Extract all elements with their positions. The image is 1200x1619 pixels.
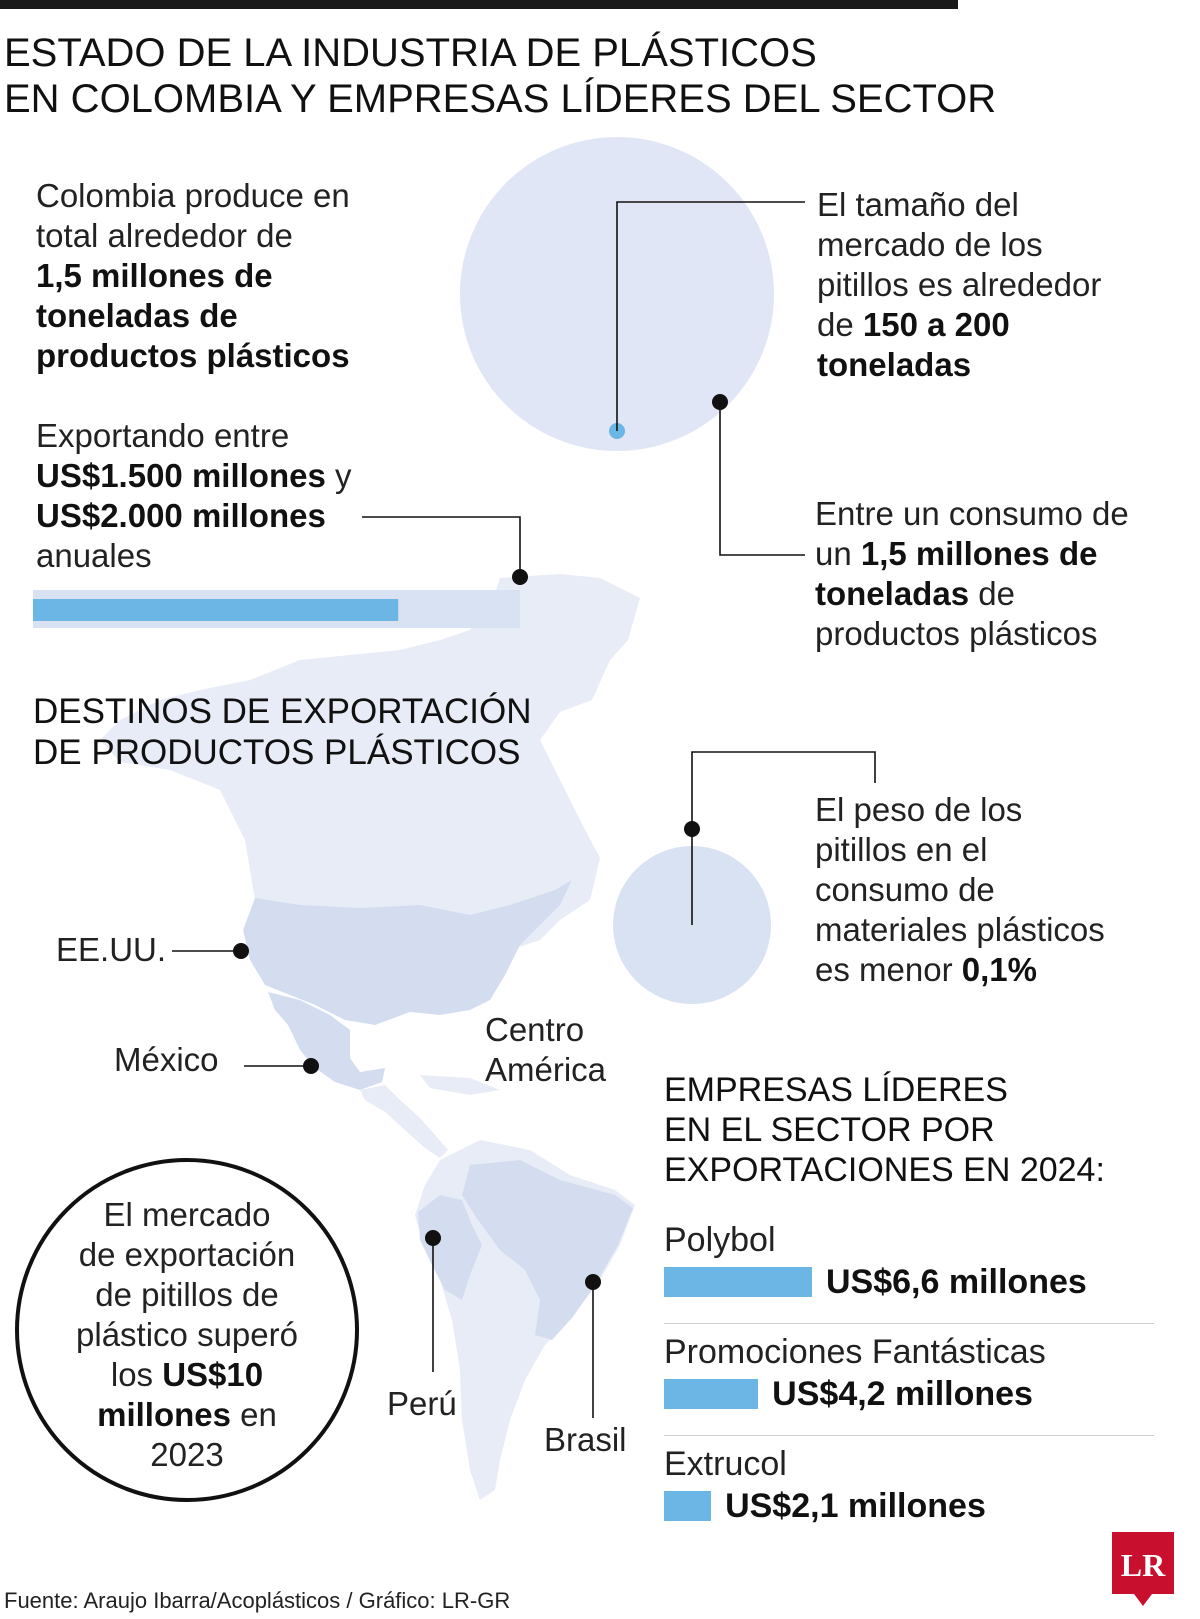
label-central-line-2: América [485,1051,607,1088]
central-america-shape [360,1085,448,1158]
production-bold-3: productos plásticos [36,337,350,374]
companies-title-line-1: EMPRESAS LÍDERES [664,1071,1008,1109]
brazil-shape [462,1160,633,1340]
circle-note-line-3: de pitillos de [95,1276,279,1313]
exports-bold-1: US$1.500 millones [36,457,326,494]
destinations-title: DESTINOS DE EXPORTACIÓN DE PRODUCTOS PLÁ… [33,691,553,773]
circle-note-line-2: de exportación [78,1236,296,1273]
logo-text: LR [1121,1547,1166,1583]
company-name: Polybol [664,1221,776,1259]
label-brazil: Brasil [544,1421,627,1458]
consumption-line-2-pre: un [815,535,861,572]
company-bar [664,1267,812,1297]
north-america-shape [100,574,640,960]
company-row: Promociones Fantásticas US$4,2 millones [664,1332,1154,1444]
export-straws-circle [15,1158,359,1502]
export-bar-fill [33,599,399,621]
page-title: ESTADO DE LA INDUSTRIA DE PLÁSTICOS EN C… [4,30,1004,122]
straws-weight-line-3: consumo de [815,871,995,908]
companies-title-line-3: EXPORTACIONES EN 2024: [664,1151,1105,1189]
straws-weight-line-2: pitillos en el [815,831,988,868]
straws-market-line-3: pitillos es alrededor [817,266,1102,303]
production-line-2: total alrededor de [36,217,293,254]
export-range-bar [33,590,520,628]
straws-weight-text: El peso de los pitillos en el consumo de… [815,790,1185,990]
exports-line-1: Exportando entre [36,417,290,454]
circle-note-line-6-post: en [231,1396,277,1433]
exports-line [362,516,521,577]
straws-market-line-1: El tamaño del [817,186,1019,223]
weight-line [691,751,876,925]
title-line-1: ESTADO DE LA INDUSTRIA DE PLÁSTICOS [4,31,817,75]
circle-note-line-5-pre: los [110,1356,163,1393]
consumption-bold-2: toneladas [815,575,970,612]
peru-shape [418,1195,482,1300]
circle-note-line-7: 2023 [150,1436,224,1473]
consumption-line [719,402,805,556]
company-divider [664,1435,1154,1436]
companies-chart: Polybol US$6,6 millones Promociones Fantás… [664,1220,1154,1544]
straws-market-line-4-pre: de [817,306,863,343]
circle-note-bold-2: millones [97,1396,231,1433]
mexico-shape [268,992,385,1090]
title-line-2: EN COLOMBIA Y EMPRESAS LÍDERES DEL SECTO… [4,77,997,121]
straws-market-line-2: mercado de los [817,226,1043,263]
exports-line-4: anuales [36,537,152,574]
company-value-label: US$4,2 millones [772,1375,1033,1413]
company-value-label: US$2,1 millones [725,1487,986,1525]
label-mexico: México [114,1041,219,1078]
consumption-line-3-post: de [969,575,1015,612]
company-name: Extrucol [664,1445,787,1483]
consumption-line-4: productos plásticos [815,615,1098,652]
straws-weight-bold: 0,1% [961,951,1037,988]
company-row: Extrucol US$2,1 millones [664,1444,1154,1544]
label-central-america: Centro América [485,1010,606,1090]
destinations-title-line-2: DE PRODUCTOS PLÁSTICOS [33,733,521,772]
company-name: Promociones Fantásticas [664,1333,1046,1371]
label-peru: Perú [387,1385,457,1422]
circle-note-bold-1: US$10 [162,1356,264,1393]
usa-shape [243,880,572,1025]
straws-weight-line-4: materiales plásticos [815,911,1105,948]
label-usa: EE.UU. [56,931,167,968]
straws-weight-line-1: El peso de los [815,791,1023,828]
destinations-title-line-1: DESTINOS DE EXPORTACIÓN [33,692,532,731]
consumption-bold-1: 1,5 millones de [860,535,1098,572]
production-line-1: Colombia produce en [36,177,350,214]
companies-title: EMPRESAS LÍDERES EN EL SECTOR POR EXPORT… [664,1070,1184,1190]
exports-text: Exportando entre US$1.500 millones y US$… [36,416,456,576]
straws-market-text: El tamaño del mercado de los pitillos es… [817,185,1177,385]
caribbean-shape [420,1075,500,1095]
circle-note-line-4: plástico superó [76,1316,298,1353]
straws-market-bold-2: toneladas [817,346,972,383]
exports-bold-2: US$2.000 millones [36,497,326,534]
company-bar [664,1379,759,1409]
consumption-text: Entre un consumo de un 1,5 millones de t… [815,494,1185,654]
circle-note-text: El mercado de exportación de pitillos de… [37,1195,337,1475]
straws-market-bold-1: 150 a 200 [862,306,1010,343]
label-central-line-1: Centro [485,1011,585,1048]
consumption-line-1: Entre un consumo de [815,495,1129,532]
companies-title-line-2: EN EL SECTOR POR [664,1111,995,1149]
exports-mid: y [325,457,352,494]
production-bold-1: 1,5 millones de [36,257,273,294]
circle-note-line-1: El mercado [103,1196,271,1233]
market-size-line [616,201,805,431]
straws-weight-line-5-pre: es menor [815,951,962,988]
source-footer: Fuente: Araujo Ibarra/Acoplásticos / Grá… [4,1588,511,1613]
production-bold-2: toneladas de [36,297,238,334]
lr-logo: LR [1112,1532,1174,1606]
company-value-label: US$6,6 millones [826,1263,1087,1301]
production-text: Colombia produce en total alrededor de 1… [36,176,456,376]
company-bar [664,1491,712,1521]
company-row: Polybol US$6,6 millones [664,1220,1154,1332]
top-rule [0,0,958,9]
company-divider [664,1323,1154,1324]
